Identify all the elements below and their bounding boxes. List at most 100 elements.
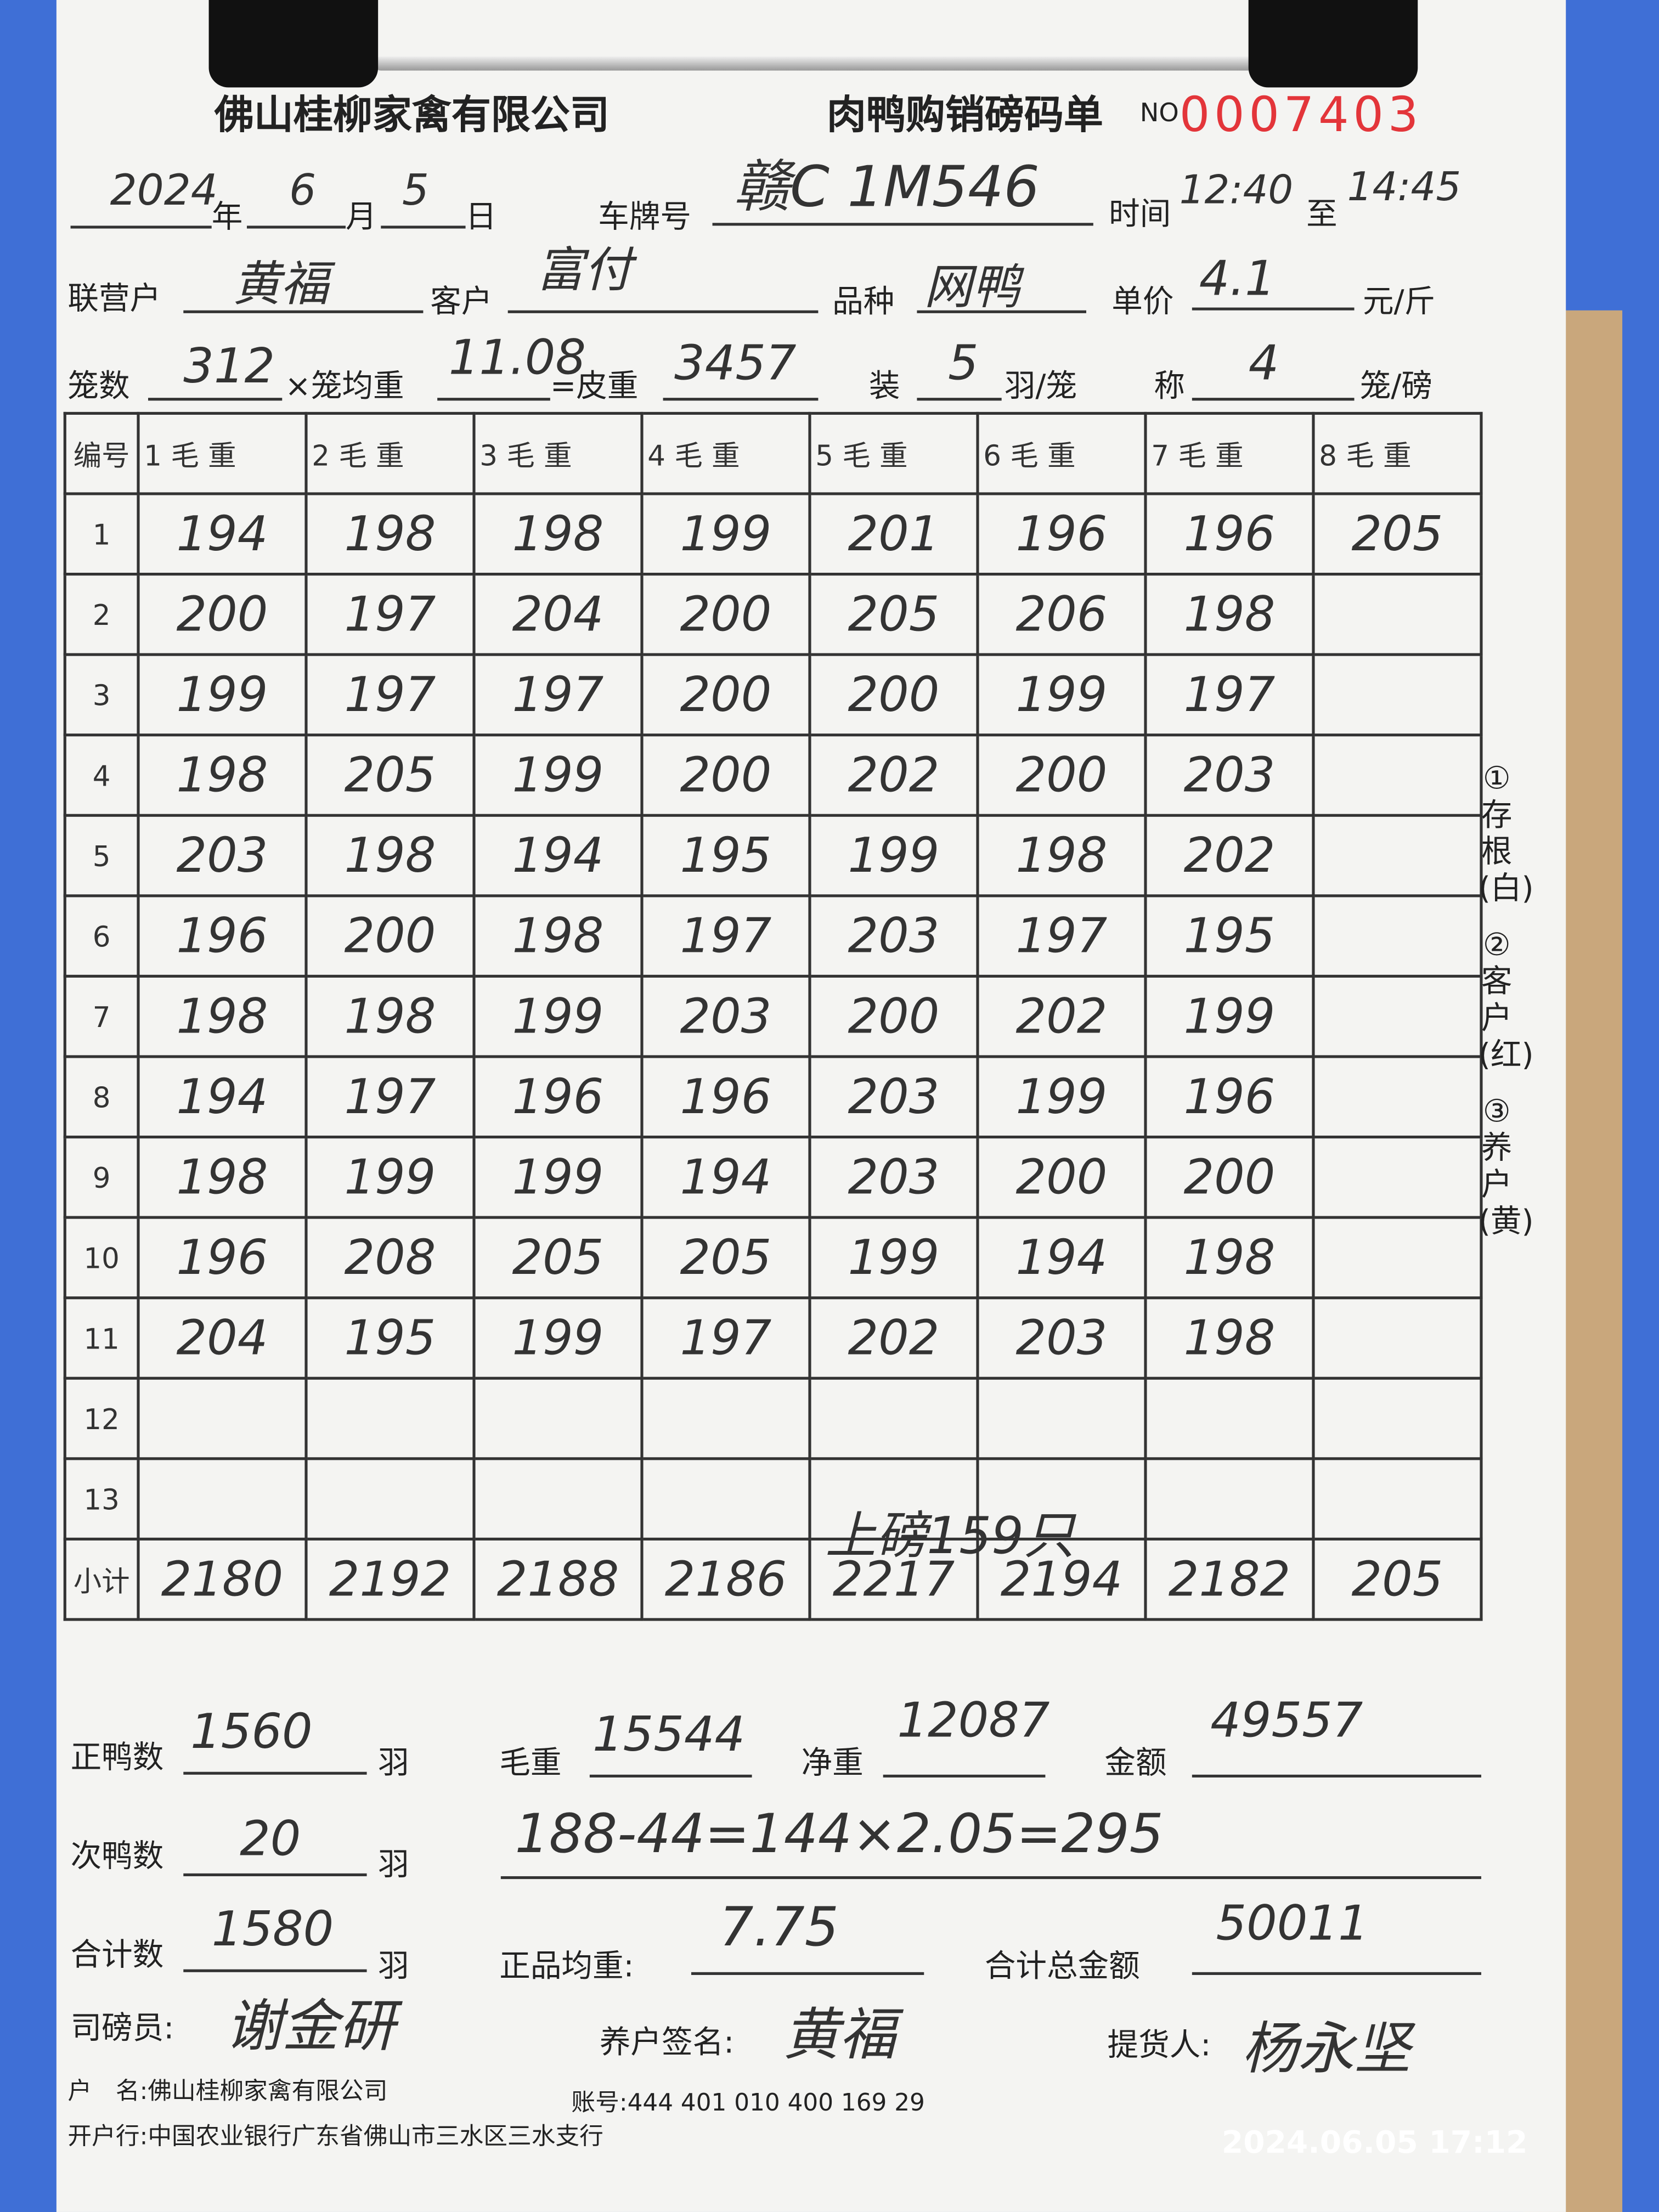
row-number: 10 xyxy=(63,1216,140,1300)
column-header: 8 毛 重 xyxy=(1312,411,1483,495)
weight-cell: 194 xyxy=(137,492,308,576)
price-value: 4.1 xyxy=(1199,251,1276,308)
weight-cell: 199 xyxy=(976,653,1147,737)
weight-cell: 196 xyxy=(1144,1055,1315,1139)
bank-name-label: 户 名: xyxy=(67,2078,148,2107)
weight-cell xyxy=(808,1376,979,1460)
customer-value: 富付 xyxy=(536,242,632,300)
scale-label: 称 xyxy=(1154,369,1186,405)
scale-unit: 笼/磅 xyxy=(1359,369,1433,405)
day-value: 5 xyxy=(402,166,429,216)
plate-label: 车牌号 xyxy=(598,200,692,236)
weight-cell xyxy=(1312,1376,1483,1460)
weight-cell xyxy=(472,1457,644,1541)
weight-cell: 199 xyxy=(472,1135,644,1219)
subtotal-cell: 2182 xyxy=(1144,1537,1315,1621)
good-unit: 羽 xyxy=(378,1746,409,1782)
breed-label: 品种 xyxy=(832,285,895,320)
year-label: 年 xyxy=(211,200,243,236)
weight-cell: 197 xyxy=(640,894,811,978)
weight-cell: 202 xyxy=(808,1296,979,1380)
weight-cell: 195 xyxy=(304,1296,476,1380)
good-label: 正鸭数 xyxy=(70,1741,164,1776)
weight-cell: 200 xyxy=(808,653,979,737)
avg-value: 7.75 xyxy=(719,1895,839,1959)
weight-cell xyxy=(304,1376,476,1460)
weight-cell xyxy=(1312,1135,1483,1219)
weight-cell xyxy=(1312,974,1483,1058)
serial-number: 0007403 xyxy=(1179,87,1423,144)
weight-cell: 203 xyxy=(808,894,979,978)
net-label: 净重 xyxy=(801,1746,864,1782)
weight-cell xyxy=(1312,1457,1483,1541)
table-row: 1 194 198 198 199 201 196 196 205 xyxy=(63,492,1483,576)
weight-cell: 199 xyxy=(304,1135,476,1219)
weight-cell: 194 xyxy=(472,814,644,898)
weight-cell: 196 xyxy=(1144,492,1315,576)
weight-cell: 198 xyxy=(304,492,476,576)
weight-cell: 205 xyxy=(1312,492,1483,576)
weight-cell: 204 xyxy=(472,572,644,656)
cages-value: 312 xyxy=(183,338,275,395)
table-row: 10 196 208 205 205 199 194 198 xyxy=(63,1216,1483,1300)
weight-cell: 198 xyxy=(1144,1216,1315,1300)
total-unit: 羽 xyxy=(378,1949,409,1985)
avg-label: 正品均重: xyxy=(499,1949,634,1985)
weight-cell: 194 xyxy=(976,1216,1147,1300)
weight-cell xyxy=(808,1457,979,1541)
clip-left xyxy=(208,0,379,88)
weight-cell: 199 xyxy=(640,492,811,576)
no-header: 编号 xyxy=(63,411,140,495)
column-header: 1 毛 重 xyxy=(137,411,308,495)
weight-cell: 201 xyxy=(808,492,979,576)
clip-right xyxy=(1248,0,1418,88)
weight-cell: 198 xyxy=(137,974,308,1058)
weight-cell: 205 xyxy=(304,733,476,817)
weight-cell: 196 xyxy=(137,894,308,978)
weight-cell: 196 xyxy=(137,1216,308,1300)
account-line: 账号:444 401 010 400 169 29 xyxy=(571,2082,924,2117)
weight-cell: 199 xyxy=(808,814,979,898)
weight-cell: 199 xyxy=(1144,974,1315,1058)
weight-cell: 197 xyxy=(976,894,1147,978)
subtotal-cell: 205 xyxy=(1312,1537,1483,1621)
weight-cell xyxy=(1312,653,1483,737)
load-value: 5 xyxy=(947,335,979,392)
weight-cell: 202 xyxy=(976,974,1147,1058)
weight-cell: 196 xyxy=(640,1055,811,1139)
subtotal-cell: 2194 xyxy=(976,1537,1147,1621)
time-from: 12:40 xyxy=(1179,166,1294,213)
row-number: 8 xyxy=(63,1055,140,1139)
weight-cell: 196 xyxy=(472,1055,644,1139)
amount-label: 金额 xyxy=(1104,1746,1167,1782)
weight-cell: 203 xyxy=(1144,733,1315,817)
time-to-label: 至 xyxy=(1306,197,1338,233)
subtotal-row: 小计 2180 2192 2188 2186 2217 2194 2182 205 xyxy=(63,1537,1483,1621)
weight-cell: 198 xyxy=(1144,1296,1315,1380)
total-label: 合计数 xyxy=(70,1938,164,1974)
weight-cell: 202 xyxy=(808,733,979,817)
partner-label: 联营户 xyxy=(67,282,161,318)
weight-cell: 206 xyxy=(976,572,1147,656)
weight-cell xyxy=(640,1376,811,1460)
weight-cell: 208 xyxy=(304,1216,476,1300)
column-header: 7 毛 重 xyxy=(1144,411,1315,495)
farmer-label: 养户签名: xyxy=(599,2025,735,2061)
subtotal-cell: 2186 xyxy=(640,1537,811,1621)
weight-cell xyxy=(1312,894,1483,978)
grand-label: 合计总金额 xyxy=(984,1949,1140,1985)
row-number: 5 xyxy=(63,814,140,898)
row-number: 2 xyxy=(63,572,140,656)
weight-cell xyxy=(137,1457,308,1541)
subtotal-cell: 2192 xyxy=(304,1537,476,1621)
month-value: 6 xyxy=(289,166,317,216)
account-value: 444 401 010 400 169 29 xyxy=(627,2089,925,2118)
weight-cell xyxy=(137,1376,308,1460)
weight-cell: 203 xyxy=(640,974,811,1058)
weight-cell: 205 xyxy=(472,1216,644,1300)
copy-note-2: ②客户(红) xyxy=(1478,928,1534,1074)
weight-cell xyxy=(1144,1376,1315,1460)
weigher-label: 司磅员: xyxy=(70,2011,174,2047)
